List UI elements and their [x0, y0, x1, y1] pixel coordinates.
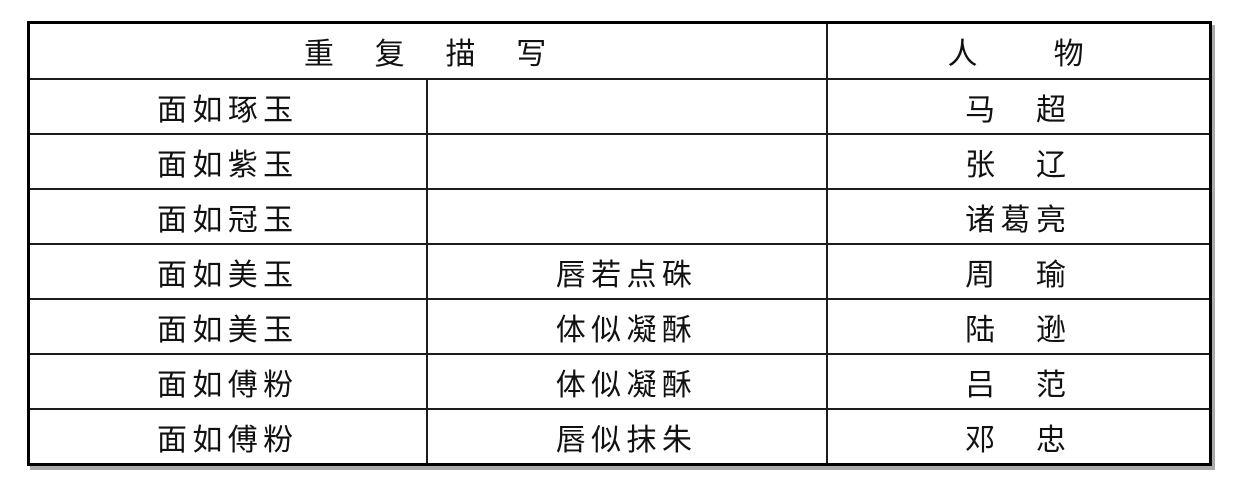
table-row: 面如琢玉 马 超: [27, 78, 1212, 135]
person-cell: 邓 忠: [825, 408, 1212, 466]
desc1-cell: 面如傅粉: [27, 408, 428, 466]
table-row: 面如美玉 唇若点硃 周 瑜: [27, 243, 1212, 300]
desc2-cell: 唇若点硃: [425, 243, 828, 300]
header-repeat-description: 重 复 描 写: [27, 21, 828, 80]
person-cell: 吕 范: [825, 353, 1212, 410]
person-cell: 周 瑜: [825, 243, 1212, 300]
table-row: 面如冠玉 诸葛亮: [27, 188, 1212, 245]
desc2-cell: 体似凝酥: [425, 353, 828, 410]
header-person: 人 物: [825, 21, 1212, 80]
desc2-cell: [425, 133, 828, 190]
person-cell: 诸葛亮: [825, 188, 1212, 245]
desc1-cell: 面如美玉: [27, 243, 428, 300]
desc2-cell: [425, 188, 828, 245]
desc2-cell: 体似凝酥: [425, 298, 828, 355]
repeat-description-table: 重 复 描 写 人 物 面如琢玉 马 超 面如紫玉 张 辽 面如冠玉 诸葛亮 面…: [27, 21, 1212, 466]
desc1-cell: 面如紫玉: [27, 133, 428, 190]
desc2-cell: 唇似抹朱: [425, 408, 828, 466]
person-cell: 马 超: [825, 78, 1212, 135]
table-header-row: 重 复 描 写 人 物: [27, 21, 1212, 80]
table-row: 面如紫玉 张 辽: [27, 133, 1212, 190]
desc1-cell: 面如美玉: [27, 298, 428, 355]
table-row: 面如傅粉 体似凝酥 吕 范: [27, 353, 1212, 410]
table-row: 面如美玉 体似凝酥 陆 逊: [27, 298, 1212, 355]
person-cell: 陆 逊: [825, 298, 1212, 355]
desc2-cell: [425, 78, 828, 135]
person-cell: 张 辽: [825, 133, 1212, 190]
desc1-cell: 面如冠玉: [27, 188, 428, 245]
desc1-cell: 面如傅粉: [27, 353, 428, 410]
table-row: 面如傅粉 唇似抹朱 邓 忠: [27, 408, 1212, 466]
desc1-cell: 面如琢玉: [27, 78, 428, 135]
